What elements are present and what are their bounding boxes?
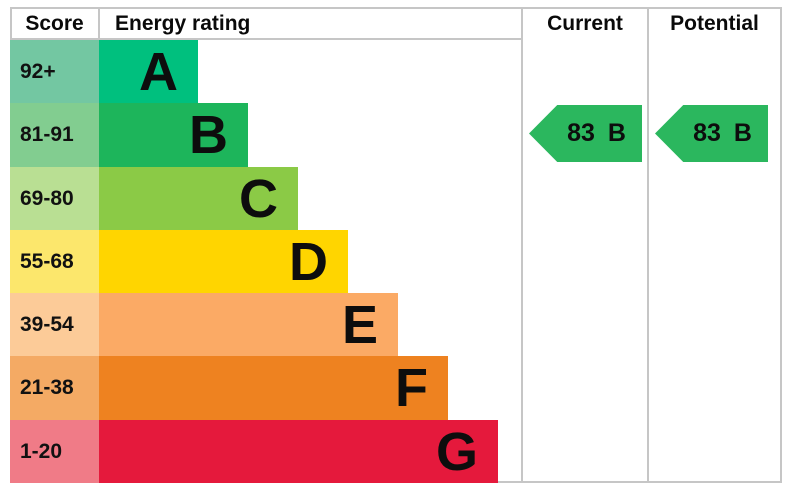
current-column-left-divider: [521, 7, 523, 483]
current-rating-score: 83: [567, 119, 595, 147]
band-letter-b: B: [189, 105, 228, 165]
band-letter-g: G: [435, 421, 478, 482]
score-cell-f: 21-38: [10, 356, 99, 420]
score-column-divider: [98, 7, 100, 40]
table-right-border: [780, 7, 782, 483]
score-cell-b: 81-91: [10, 103, 99, 167]
band-letter-a: A: [139, 41, 178, 102]
band-letter-f: F: [395, 358, 428, 418]
score-cell-g: 1-20: [10, 420, 99, 483]
band-letter-c: C: [239, 168, 278, 229]
current-rating-arrow: 83 B: [529, 105, 642, 162]
table-top-border: [10, 7, 782, 9]
potential-column-left-divider: [647, 7, 649, 483]
score-column-header: Score: [25, 12, 84, 35]
current-rating-band: B: [607, 119, 626, 147]
potential-rating-band: B: [733, 119, 752, 147]
band-letter-e: E: [341, 294, 378, 355]
score-cell-d: 55-68: [10, 230, 99, 293]
potential-rating-arrow: 83 B: [655, 105, 768, 162]
band-bar-d: D: [99, 230, 348, 293]
band-letter-d: D: [289, 231, 328, 292]
header-bottom-border: [10, 38, 523, 40]
band-bar-b: B: [99, 103, 248, 167]
band-bar-e: E: [99, 293, 398, 356]
energy-rating-column-header: Energy rating: [115, 12, 251, 35]
potential-rating-score: 83: [693, 119, 721, 147]
score-cell-e: 39-54: [10, 293, 99, 356]
band-bar-c: C: [99, 167, 298, 230]
band-bar-g: G: [99, 420, 498, 483]
band-bar-f: F: [99, 356, 448, 420]
header-left-border: [10, 7, 12, 40]
band-bar-a: A: [99, 40, 198, 103]
current-column-header: Current: [547, 12, 623, 35]
potential-column-header: Potential: [670, 12, 759, 35]
score-cell-c: 69-80: [10, 167, 99, 230]
score-cell-a: 92+: [10, 40, 99, 103]
